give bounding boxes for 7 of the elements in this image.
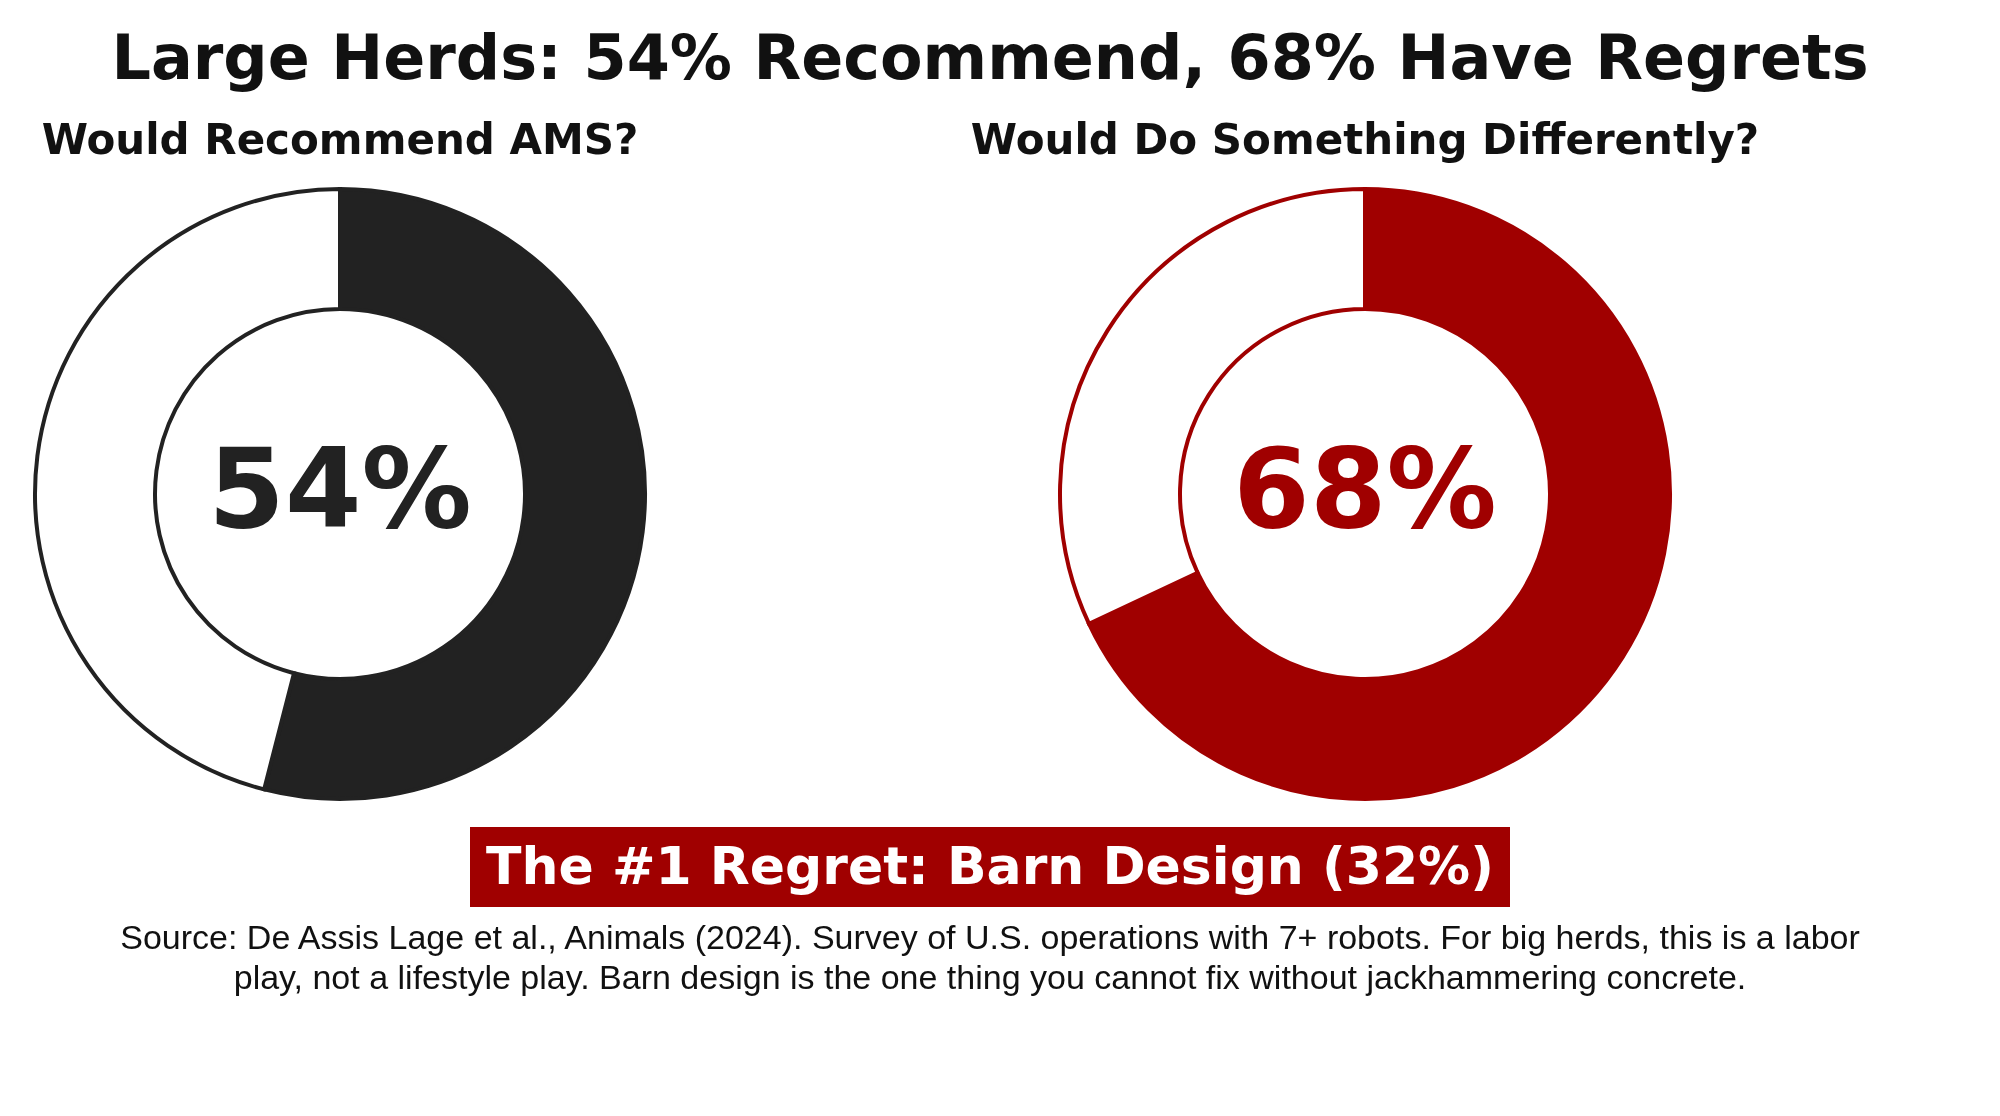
source-note: Source: De Assis Lage et al., Animals (2024). Survey of U.S. operations with 7+ robots. For big herds, this is a labor play, not a lifestyle play. Barn design is the one thing you cannot fix without jackhammering concrete.: [120, 918, 1860, 996]
data-label: 54%: [208, 425, 472, 553]
chart-title: Would Do Something Differently?: [970, 115, 1760, 164]
text: Large Herds: 54% Recommend, 68% Have Regrets: [111, 21, 1869, 94]
chart-title: Would Recommend AMS?: [41, 115, 639, 164]
data-label: 68%: [1233, 425, 1497, 553]
text: The #1 Regret: Barn Design (32%): [486, 836, 1494, 896]
